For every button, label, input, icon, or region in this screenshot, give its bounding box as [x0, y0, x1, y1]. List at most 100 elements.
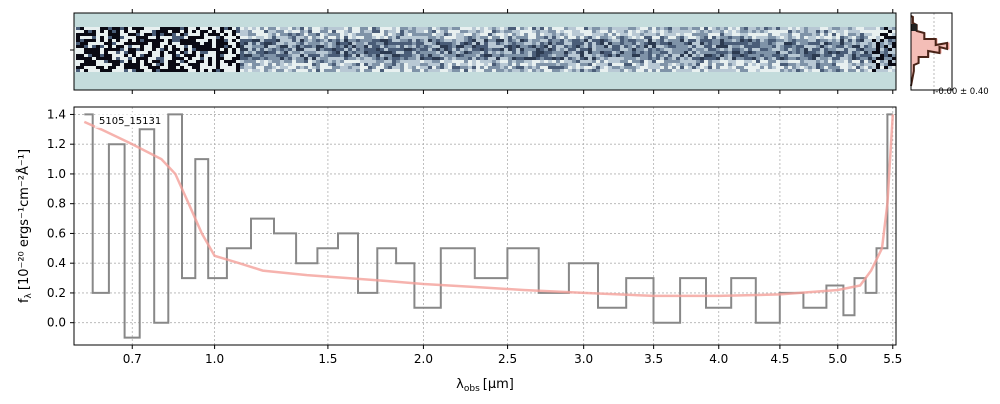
spectrum-2d-pixel [660, 54, 664, 57]
spectrum-2d-pixel [132, 27, 136, 30]
spectrum-2d-pixel [816, 63, 820, 66]
spectrum-2d-pixel [380, 45, 384, 48]
spectrum-2d-pixel [540, 57, 544, 60]
spectrum-2d-pixel [560, 69, 564, 72]
spectrum-2d-pixel [656, 39, 660, 42]
spectrum-2d-pixel [400, 48, 404, 51]
spectrum-2d-pixel [680, 57, 684, 60]
spectrum-2d-pixel [196, 60, 200, 63]
spectrum-2d-pixel [512, 33, 516, 36]
spectrum-2d-pixel [336, 27, 340, 30]
spectrum-2d-pixel [284, 39, 288, 42]
spectrum-2d-pixel [792, 66, 796, 69]
spectrum-2d-pixel [456, 66, 460, 69]
spectrum-2d-pixel [744, 27, 748, 30]
spectrum-2d-pixel [596, 42, 600, 45]
spectrum-2d-pixel [796, 66, 800, 69]
spectrum-2d-pixel [536, 57, 540, 60]
spectrum-2d-pixel [744, 54, 748, 57]
spectrum-2d-pixel [356, 39, 360, 42]
spectrum-2d-pixel [172, 36, 176, 39]
spectrum-2d-pixel [560, 54, 564, 57]
spectrum-2d-pixel [456, 33, 460, 36]
spectrum-2d-pixel [112, 42, 116, 45]
spectrum-2d-pixel [188, 36, 192, 39]
spectrum-2d-pixel [464, 30, 468, 33]
spectrum-2d-pixel [632, 45, 636, 48]
spectrum-2d-pixel [728, 57, 732, 60]
spectrum-2d-pixel [712, 27, 716, 30]
spectrum-2d-pixel [424, 42, 428, 45]
spectrum-2d-pixel [844, 36, 848, 39]
spectrum-2d-pixel [660, 63, 664, 66]
spectrum-2d-pixel [236, 45, 240, 48]
spectrum-2d-pixel [296, 42, 300, 45]
spectrum-2d-pixel [208, 45, 212, 48]
spectrum-2d-pixel [292, 69, 296, 72]
spectrum-2d-pixel [472, 45, 476, 48]
spectrum-2d-pixel [892, 42, 896, 45]
spectrum-2d-pixel [628, 69, 632, 72]
spectrum-2d-pixel [196, 69, 200, 72]
spectrum-2d-pixel [764, 63, 768, 66]
spectrum-2d-pixel [312, 48, 316, 51]
spectrum-2d-pixel [748, 45, 752, 48]
spectrum-2d-pixel [560, 42, 564, 45]
spectrum-2d-pixel [448, 60, 452, 63]
spectrum-2d-pixel [676, 27, 680, 30]
spectrum-2d-pixel [464, 57, 468, 60]
spectrum-2d-pixel [240, 60, 244, 63]
spectrum-2d-pixel [148, 66, 152, 69]
spectrum-2d-pixel [576, 51, 580, 54]
spectrum-2d-pixel [596, 33, 600, 36]
spectrum-2d-pixel [856, 48, 860, 51]
spectrum-2d-pixel [780, 27, 784, 30]
spectrum-2d-pixel [720, 30, 724, 33]
spectrum-2d-pixel [532, 48, 536, 51]
spectrum-2d-pixel [76, 54, 80, 57]
spectrum-2d-pixel [288, 54, 292, 57]
spectrum-2d-pixel [860, 57, 864, 60]
spectrum-2d-pixel [592, 27, 596, 30]
spectrum-2d-pixel [852, 54, 856, 57]
spectrum-2d-pixel [396, 57, 400, 60]
spectrum-2d-pixel [680, 48, 684, 51]
spectrum-2d-pixel [208, 48, 212, 51]
spectrum-2d-pixel [364, 42, 368, 45]
spectrum-2d-pixel [160, 54, 164, 57]
spectrum-2d-pixel [352, 48, 356, 51]
spectrum-2d-pixel [840, 69, 844, 72]
spectrum-2d-pixel [220, 30, 224, 33]
spectrum-2d-pixel [688, 69, 692, 72]
spectrum-2d-pixel [592, 69, 596, 72]
spectrum-2d-pixel [764, 39, 768, 42]
x-axis-label: λobs [μm] [456, 377, 514, 394]
spectrum-2d-pixel [704, 33, 708, 36]
spectrum-2d-pixel [316, 48, 320, 51]
spectrum-2d-pixel [308, 39, 312, 42]
spectrum-2d-pixel [708, 60, 712, 63]
histogram-frame [910, 12, 953, 91]
spectrum-2d-pixel [728, 63, 732, 66]
spectrum-2d-pixel [696, 39, 700, 42]
spectrum-2d-pixel [864, 42, 868, 45]
spectrum-2d-pixel [128, 63, 132, 66]
spectrum-2d-pixel [260, 57, 264, 60]
spectrum-2d-pixel [164, 30, 168, 33]
spectrum-2d-pixel [556, 69, 560, 72]
spectrum-2d-pixel [140, 39, 144, 42]
spectrum-2d-pixel [536, 69, 540, 72]
spectrum-2d-pixel [436, 42, 440, 45]
spectrum-2d-pixel [804, 33, 808, 36]
spectrum-2d-pixel [480, 54, 484, 57]
spectrum-2d-pixel [700, 30, 704, 33]
spectrum-2d-pixel [248, 33, 252, 36]
spectrum-2d-pixel [756, 51, 760, 54]
spectrum-2d-pixel [816, 57, 820, 60]
spectrum-2d-pixel [240, 57, 244, 60]
spectrum-2d-pixel [712, 36, 716, 39]
spectrum-2d-pixel [616, 39, 620, 42]
spectrum-2d-pixel [880, 42, 884, 45]
spectrum-2d-pixel [864, 69, 868, 72]
spectrum-2d-pixel [600, 57, 604, 60]
